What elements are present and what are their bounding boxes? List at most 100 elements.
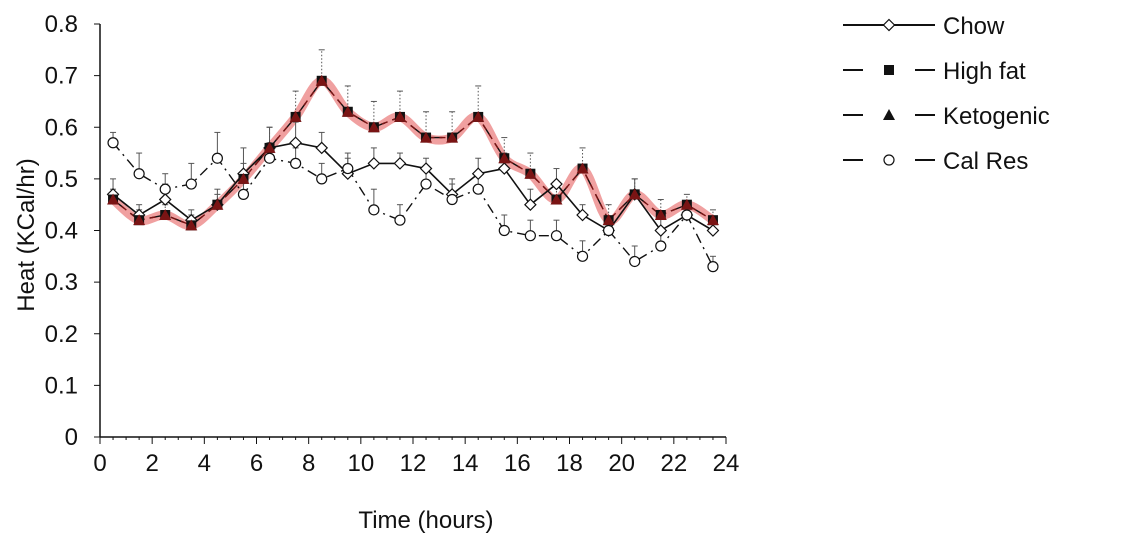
- chow-point: [367, 157, 381, 170]
- chow-point: [315, 141, 329, 155]
- cal-res-point: [550, 230, 563, 242]
- ketogenic-point: [367, 121, 380, 133]
- x-tick-label: 22: [660, 450, 687, 477]
- ketogenic-point: [472, 110, 485, 122]
- x-axis-title: Time (hours): [358, 507, 493, 534]
- chow-point: [471, 167, 485, 181]
- ketogenic-highlight-band: [108, 76, 718, 230]
- ketogenic-point: [602, 214, 615, 226]
- legend-item-chow: Chow: [843, 13, 1005, 40]
- cal-res-series-line: [112, 142, 714, 267]
- cal-res-point: [603, 224, 615, 237]
- ketogenic-point: [237, 172, 250, 184]
- cal-res-point: [394, 214, 406, 226]
- ketogenic-point: [706, 214, 719, 226]
- chow-point: [550, 177, 563, 191]
- x-tick-label: 24: [713, 450, 740, 477]
- x-tick-label: 18: [556, 450, 583, 477]
- ketogenic-point: [107, 193, 120, 205]
- legend-marker: [883, 109, 895, 120]
- cal-res-point: [576, 250, 589, 262]
- chow-point: [497, 162, 511, 175]
- ketogenic-point: [341, 105, 354, 117]
- ketogenic-point: [420, 131, 433, 143]
- chow-point: [419, 162, 433, 175]
- cal-res-point: [237, 188, 250, 200]
- cal-res-point: [263, 152, 276, 164]
- legend-label: Chow: [943, 13, 1005, 40]
- legend-marker: [883, 154, 895, 166]
- y-tick-label: 0.8: [45, 11, 78, 38]
- ketogenic-point: [393, 110, 406, 122]
- x-tick-label: 2: [145, 450, 158, 477]
- y-axis-title: Heat (KCal/hr): [13, 158, 40, 311]
- legend-item-high-fat: High fat: [843, 58, 1026, 85]
- x-tick-label: 6: [250, 450, 263, 477]
- legend-marker: [884, 65, 894, 75]
- plot-area: [106, 49, 720, 273]
- ketogenic-point: [263, 141, 276, 153]
- cal-res-point: [498, 224, 510, 237]
- chow-point: [289, 136, 302, 150]
- x-tick-label: 12: [400, 450, 427, 477]
- cal-res-point: [185, 178, 197, 190]
- ketogenic-point: [185, 219, 198, 231]
- y-tick-label: 0.7: [45, 63, 78, 90]
- cal-res-point: [524, 230, 536, 242]
- cal-res-point: [107, 137, 119, 149]
- y-tick-label: 0.4: [45, 218, 78, 245]
- chow-point: [158, 193, 172, 206]
- legend-label: Cal Res: [943, 148, 1028, 175]
- cal-res-point: [159, 183, 171, 195]
- x-tick-label: 14: [452, 450, 479, 477]
- y-tick-label: 0.3: [45, 269, 78, 296]
- chow-point: [524, 198, 537, 212]
- y-tick-label: 0: [65, 424, 78, 451]
- ketogenic-point: [524, 167, 537, 179]
- ketogenic-point: [654, 209, 667, 221]
- ketogenic-point: [576, 162, 589, 174]
- ketogenic-point: [289, 110, 302, 122]
- chow-point: [576, 208, 589, 222]
- cal-res-point: [472, 183, 484, 195]
- cal-res-point: [342, 162, 354, 175]
- cal-res-point: [316, 173, 328, 185]
- ketogenic-point: [550, 193, 563, 205]
- x-tick-label: 8: [302, 450, 315, 477]
- legend-label: Ketogenic: [943, 103, 1050, 130]
- cal-res-point: [211, 152, 223, 164]
- legend-marker: [882, 18, 896, 32]
- ketogenic-point: [446, 131, 459, 143]
- legend-label: High fat: [943, 58, 1026, 85]
- chow-point: [654, 224, 668, 237]
- cal-res-point: [290, 157, 302, 169]
- cal-res-point: [446, 193, 458, 206]
- cal-res-point: [420, 178, 432, 190]
- cal-res-point: [133, 168, 145, 180]
- x-tick-label: 16: [504, 450, 531, 477]
- tick-labels: 0 2 4 6 8 10 12 14 16 18 20 22 2400.10.20.30.40.50.6…: [45, 11, 740, 477]
- y-tick-label: 0.2: [45, 321, 78, 348]
- ketogenic-point: [133, 214, 146, 226]
- cal-res-point: [629, 255, 641, 268]
- x-tick-label: 0: [93, 450, 106, 477]
- x-tick-label: 20: [608, 450, 635, 477]
- chow-point: [393, 157, 407, 170]
- ketogenic-point: [315, 74, 328, 86]
- y-tick-label: 0.6: [45, 114, 78, 141]
- legend: Chow High fat Ketogenic Cal Res: [843, 13, 1050, 175]
- ketogenic-point: [680, 198, 693, 210]
- cal-res-point: [681, 209, 693, 221]
- axes: [94, 23, 727, 444]
- ketogenic-point: [159, 209, 172, 221]
- legend-item-ketogenic: Ketogenic: [843, 103, 1050, 130]
- cal-res-point: [368, 204, 380, 216]
- legend-item-cal-res: Cal Res: [843, 148, 1028, 175]
- y-tick-label: 0.1: [45, 372, 78, 399]
- cal-res-point: [707, 261, 719, 273]
- y-tick-label: 0.5: [45, 166, 78, 193]
- ketogenic-point: [211, 198, 224, 210]
- ketogenic-point: [498, 152, 511, 164]
- x-tick-label: 4: [198, 450, 211, 477]
